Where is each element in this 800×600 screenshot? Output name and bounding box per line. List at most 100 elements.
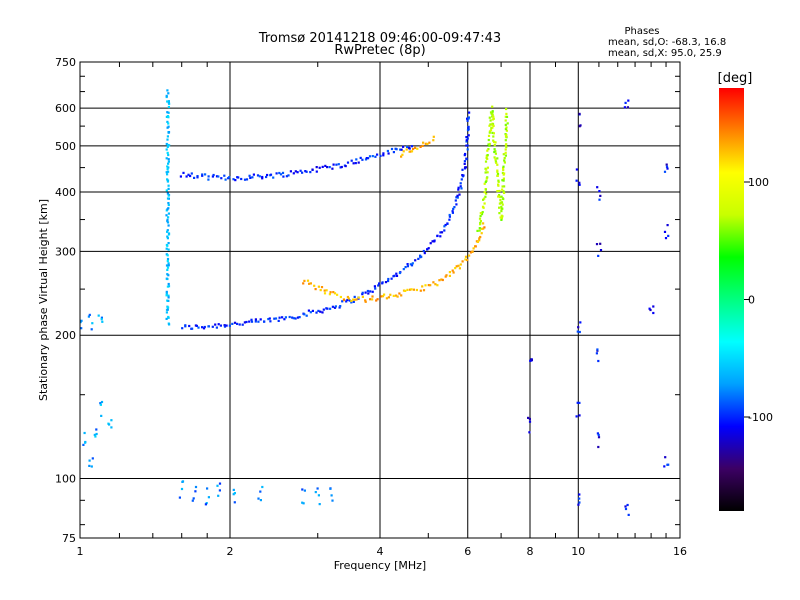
echo-point bbox=[166, 192, 169, 195]
echo-point bbox=[493, 140, 496, 144]
echo-point bbox=[337, 163, 340, 166]
echo-point bbox=[382, 152, 385, 155]
echo-point bbox=[167, 316, 170, 319]
echo-point bbox=[332, 163, 335, 166]
echo-point bbox=[283, 318, 286, 321]
echo-point bbox=[504, 128, 507, 131]
echo-point bbox=[495, 161, 498, 164]
echo-point bbox=[441, 278, 444, 282]
echo-point bbox=[488, 124, 491, 127]
echo-point bbox=[456, 196, 459, 199]
echo-point bbox=[167, 306, 170, 309]
echo-point bbox=[528, 417, 531, 421]
echo-point bbox=[666, 224, 669, 227]
echo-point bbox=[488, 131, 491, 134]
echo-point bbox=[184, 324, 187, 327]
echo-point bbox=[578, 181, 581, 184]
echo-point bbox=[448, 213, 451, 217]
echo-point bbox=[440, 231, 444, 234]
echo-point bbox=[414, 259, 417, 262]
echo-point bbox=[478, 237, 481, 240]
echo-point bbox=[110, 426, 113, 429]
echo-point bbox=[497, 195, 500, 198]
echo-point bbox=[309, 282, 312, 285]
echo-point bbox=[357, 296, 360, 299]
echo-point bbox=[267, 318, 270, 321]
echo-point bbox=[458, 267, 461, 270]
echo-point bbox=[348, 299, 351, 302]
echo-point bbox=[501, 203, 504, 206]
echo-point bbox=[101, 320, 104, 323]
plot-frame bbox=[79, 61, 681, 539]
echo-point bbox=[192, 497, 195, 500]
echo-point bbox=[182, 171, 185, 174]
echo-point bbox=[167, 294, 170, 297]
echo-point bbox=[402, 145, 405, 148]
echo-point bbox=[252, 173, 255, 176]
echo-point bbox=[165, 157, 168, 160]
echo-point bbox=[466, 137, 469, 140]
echo-point bbox=[304, 170, 307, 173]
echo-point bbox=[488, 130, 492, 133]
echo-point bbox=[329, 307, 332, 310]
echo-point bbox=[578, 497, 581, 500]
echo-point bbox=[345, 300, 348, 303]
echo-point bbox=[167, 203, 170, 207]
echo-point bbox=[419, 289, 422, 292]
echo-point bbox=[241, 323, 244, 326]
echo-point bbox=[215, 175, 219, 178]
echo-point bbox=[261, 485, 264, 489]
echo-point bbox=[429, 242, 432, 245]
y-tick-label: 75 bbox=[62, 532, 76, 545]
echo-point bbox=[346, 161, 350, 164]
echo-point bbox=[236, 322, 239, 325]
echo-point bbox=[433, 240, 436, 243]
echo-point bbox=[265, 175, 268, 179]
echo-point bbox=[100, 318, 103, 321]
echo-point bbox=[448, 218, 451, 221]
echo-point bbox=[390, 147, 394, 151]
echo-point bbox=[576, 401, 579, 404]
echo-point bbox=[329, 487, 332, 490]
echo-point bbox=[422, 249, 425, 253]
echo-point bbox=[448, 274, 451, 277]
echo-point bbox=[478, 217, 482, 220]
echo-point bbox=[436, 284, 439, 287]
echo-point bbox=[167, 111, 170, 114]
echo-point bbox=[207, 325, 210, 328]
x-axis-label: Frequency [MHz] bbox=[334, 559, 426, 572]
echo-point bbox=[577, 503, 580, 506]
echo-point bbox=[346, 295, 349, 299]
echo-point bbox=[257, 320, 260, 323]
echo-point bbox=[496, 157, 499, 160]
echo-point bbox=[302, 282, 305, 285]
echo-point bbox=[577, 326, 580, 329]
echo-point bbox=[436, 234, 439, 237]
echo-point bbox=[467, 125, 470, 128]
echo-point bbox=[181, 480, 185, 483]
echo-point bbox=[443, 229, 446, 232]
echo-point bbox=[315, 166, 318, 169]
echo-point bbox=[627, 99, 630, 102]
echo-point bbox=[482, 198, 485, 201]
phases-stats-o-mode: mean, sd,O: -68.3, 16.8 bbox=[608, 37, 726, 48]
echo-point bbox=[465, 136, 468, 139]
echo-point bbox=[387, 279, 390, 283]
echo-point bbox=[597, 445, 600, 449]
echo-point bbox=[223, 324, 226, 327]
echo-point bbox=[237, 176, 240, 179]
echo-point bbox=[191, 327, 194, 330]
echo-point bbox=[479, 223, 482, 226]
echo-point bbox=[365, 157, 368, 160]
echo-point bbox=[309, 171, 312, 174]
echo-point bbox=[90, 328, 93, 331]
echo-point bbox=[626, 503, 629, 507]
echo-point bbox=[233, 492, 236, 495]
echo-point bbox=[317, 494, 320, 497]
echo-point bbox=[233, 321, 237, 324]
echo-point bbox=[453, 206, 456, 209]
echo-point bbox=[598, 198, 601, 201]
echo-point bbox=[451, 269, 454, 272]
echo-point bbox=[465, 139, 468, 142]
echo-point bbox=[480, 227, 483, 230]
